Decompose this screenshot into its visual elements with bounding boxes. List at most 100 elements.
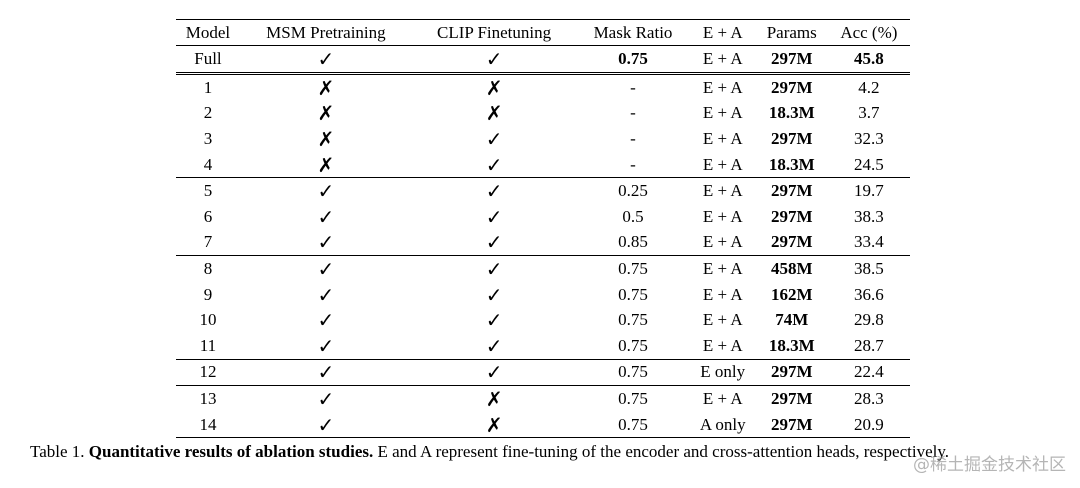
cell-msm: ✓ [317, 230, 335, 255]
cell-params: 74M [775, 310, 809, 330]
cell-model: 4 [203, 154, 213, 174]
cell-ea: E + A [702, 128, 743, 148]
cell-ea: E + A [702, 154, 743, 174]
cell-mask-ratio: 0.25 [576, 177, 690, 204]
cell-acc: 38.3 [854, 206, 884, 226]
cell-model: 14 [176, 411, 240, 439]
cell-ea: E + A [689, 255, 756, 282]
cell-clip: ✗ [485, 101, 503, 126]
cell-msm: ✓ [239, 45, 412, 74]
cell-params: 162M [770, 284, 813, 304]
table-row: 4 ✗ ✓ - E + A 18.3M 24.5 [176, 152, 910, 178]
table-row: 3 ✗ ✓ - E + A 297M 32.3 [176, 126, 910, 152]
cell-acc: 19.7 [827, 177, 910, 204]
caption-text: E and A represent fine-tuning of the enc… [377, 442, 949, 461]
cell-mask-ratio: 0.75 [576, 385, 690, 412]
table-row: 5 ✓ ✓ 0.25 E + A 297M 19.7 [176, 177, 910, 204]
cell-model: 7 [203, 232, 213, 252]
cell-mask-ratio: 0.75 [576, 411, 690, 439]
table-header-row: Model MSM Pretraining CLIP Finetuning Ma… [176, 19, 910, 46]
cell-params: 297M [770, 128, 813, 148]
cell-mask-ratio: 0.5 [622, 206, 644, 226]
cell-params: 297M [755, 385, 828, 412]
table-caption: Table 1. Quantitative results of ablatio… [30, 442, 949, 462]
caption-title: Quantitative results of ablation studies… [88, 442, 374, 461]
cell-msm: ✓ [239, 385, 412, 412]
cell-msm: ✗ [317, 152, 335, 177]
cell-clip: ✓ [485, 308, 503, 333]
cell-ea: E + A [702, 335, 743, 355]
header-acc: Acc (%) [827, 19, 910, 46]
header-mask-ratio: Mask Ratio [576, 19, 690, 46]
cell-acc: 4.2 [827, 71, 910, 101]
cell-msm: ✓ [317, 204, 335, 229]
cell-ea: E + A [702, 103, 743, 123]
cell-acc: 22.4 [827, 358, 910, 386]
cell-ea: A only [689, 411, 756, 439]
cell-model: 8 [176, 255, 240, 282]
cell-acc: 38.5 [827, 255, 910, 282]
table-row-full: Full ✓ ✓ 0.75 E + A 297M 45.8 [176, 45, 910, 74]
cell-clip: ✓ [485, 230, 503, 255]
caption-label: Table 1. [30, 442, 85, 461]
cell-acc: 29.8 [854, 310, 884, 330]
cell-params: 297M [755, 411, 828, 439]
cell-ea: E + A [689, 71, 756, 101]
cell-acc: 33.4 [854, 232, 884, 252]
cell-params: 458M [755, 255, 828, 282]
cell-msm: ✗ [317, 126, 335, 151]
cell-msm: ✓ [239, 411, 412, 439]
cell-clip: ✓ [485, 333, 503, 358]
cell-mask-ratio: 0.75 [576, 358, 690, 386]
table-row: 14 ✓ ✗ 0.75 A only 297M 20.9 [176, 411, 910, 439]
cell-clip: ✓ [485, 152, 503, 177]
cell-acc: 32.3 [854, 128, 884, 148]
cell-ea: E + A [702, 310, 743, 330]
cell-model: 6 [203, 206, 213, 226]
header-msm-pretraining: MSM Pretraining [239, 19, 412, 46]
table-row: 1 ✗ ✗ - E + A 297M 4.2 [176, 71, 910, 101]
ablation-table: Model MSM Pretraining CLIP Finetuning Ma… [176, 19, 910, 439]
cell-ea: E + A [702, 232, 743, 252]
cell-msm: ✓ [239, 177, 412, 204]
cell-mask-ratio: - [630, 128, 636, 148]
cell-params: 297M [755, 45, 828, 74]
cell-params: 18.3M [768, 103, 815, 123]
cell-mask-ratio: 0.75 [618, 284, 648, 304]
cell-msm: ✓ [317, 282, 335, 307]
table-row: 2 ✗ ✗ - E + A 18.3M 3.7 [176, 101, 910, 127]
cell-ea: E + A [702, 284, 743, 304]
cell-clip: ✓ [411, 177, 577, 204]
cell-model: 13 [176, 385, 240, 412]
cell-mask-ratio: 0.75 [576, 255, 690, 282]
cell-model: Full [176, 45, 240, 74]
cell-clip: ✗ [411, 385, 577, 412]
cell-ea: E + A [689, 385, 756, 412]
cell-model: 11 [199, 335, 217, 355]
cell-acc: 28.7 [854, 335, 884, 355]
cell-ea: E only [689, 358, 756, 386]
cell-mask-ratio: 0.75 [618, 310, 648, 330]
cell-msm: ✓ [239, 358, 412, 386]
cell-mask-ratio: - [576, 71, 690, 101]
header-model: Model [176, 19, 240, 46]
table-row: 7 ✓ ✓ 0.85 E + A 297M 33.4 [176, 230, 910, 256]
cell-clip: ✗ [411, 411, 577, 439]
cell-model: 5 [176, 177, 240, 204]
cell-acc: 20.9 [827, 411, 910, 439]
cell-model: 3 [203, 128, 213, 148]
table-row: 12 ✓ ✓ 0.75 E only 297M 22.4 [176, 358, 910, 386]
cell-msm: ✗ [239, 71, 412, 101]
cell-model: 1 [176, 71, 240, 101]
cell-acc: 28.3 [827, 385, 910, 412]
cell-acc: 3.7 [858, 103, 880, 123]
cell-clip: ✓ [411, 255, 577, 282]
cell-model: 12 [176, 358, 240, 386]
cell-acc: 45.8 [827, 45, 910, 74]
header-params: Params [755, 19, 828, 46]
table-row: 9 ✓ ✓ 0.75 E + A 162M 36.6 [176, 282, 910, 308]
watermark: @稀土掘金技术社区 [913, 455, 1066, 475]
cell-params: 297M [755, 358, 828, 386]
cell-clip: ✓ [411, 45, 577, 74]
table-row: 11 ✓ ✓ 0.75 E + A 18.3M 28.7 [176, 333, 910, 359]
